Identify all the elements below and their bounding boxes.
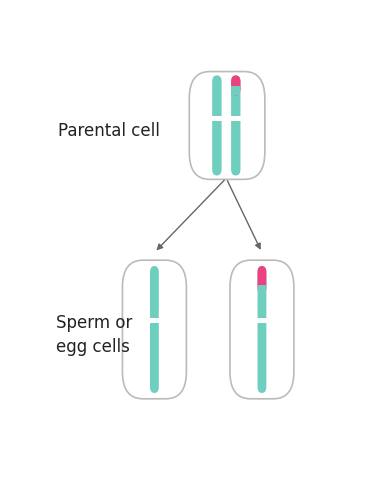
Text: Sperm or
egg cells: Sperm or egg cells — [56, 314, 132, 356]
FancyBboxPatch shape — [189, 72, 265, 180]
FancyBboxPatch shape — [150, 266, 159, 393]
FancyBboxPatch shape — [231, 76, 240, 96]
FancyBboxPatch shape — [122, 260, 186, 399]
FancyBboxPatch shape — [258, 266, 266, 393]
Bar — [258, 284, 266, 294]
Text: Parental cell: Parental cell — [58, 122, 160, 140]
FancyBboxPatch shape — [258, 266, 266, 294]
FancyBboxPatch shape — [212, 76, 222, 176]
FancyBboxPatch shape — [230, 260, 294, 399]
Bar — [257, 318, 267, 324]
Bar — [231, 86, 240, 96]
Bar — [211, 116, 222, 121]
Bar — [231, 116, 241, 121]
Bar — [149, 318, 159, 324]
FancyBboxPatch shape — [231, 76, 240, 176]
